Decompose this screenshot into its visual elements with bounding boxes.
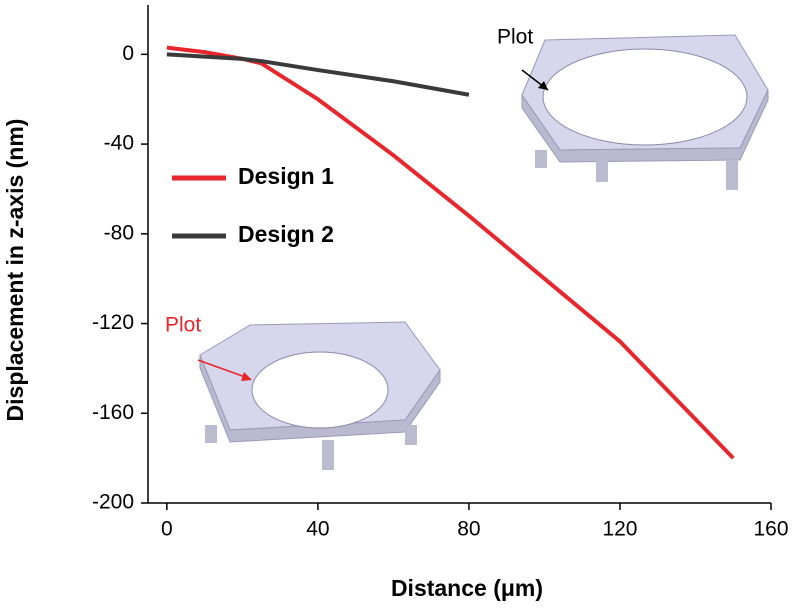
annotation: Plot: [165, 314, 201, 337]
y-axis-title: Displacement in z-axis (nm): [2, 119, 28, 422]
inset-design-1: [197, 321, 441, 470]
legend-label: Design 2: [238, 221, 334, 247]
data-line: [166, 52, 470, 97]
x-tick-label: 120: [602, 518, 637, 541]
x-axis-title: Distance (μm): [391, 575, 543, 601]
y-tick-label: -80: [104, 221, 134, 244]
x-tick-label: 0: [161, 518, 173, 541]
y-tick-label: -200: [92, 491, 134, 514]
legend-label: Design 1: [238, 163, 334, 189]
y-tick-label: 0: [122, 42, 134, 65]
data-line: [166, 45, 735, 460]
x-tick-label: 40: [306, 518, 329, 541]
y-tick-label: -40: [104, 132, 134, 155]
y-tick-label: -160: [92, 401, 134, 424]
annotation: Plot: [497, 26, 533, 49]
x-tick-label: 160: [753, 518, 788, 541]
inset-design-2: [521, 34, 769, 190]
x-tick-label: 80: [457, 518, 480, 541]
y-tick-label: -120: [92, 311, 134, 334]
